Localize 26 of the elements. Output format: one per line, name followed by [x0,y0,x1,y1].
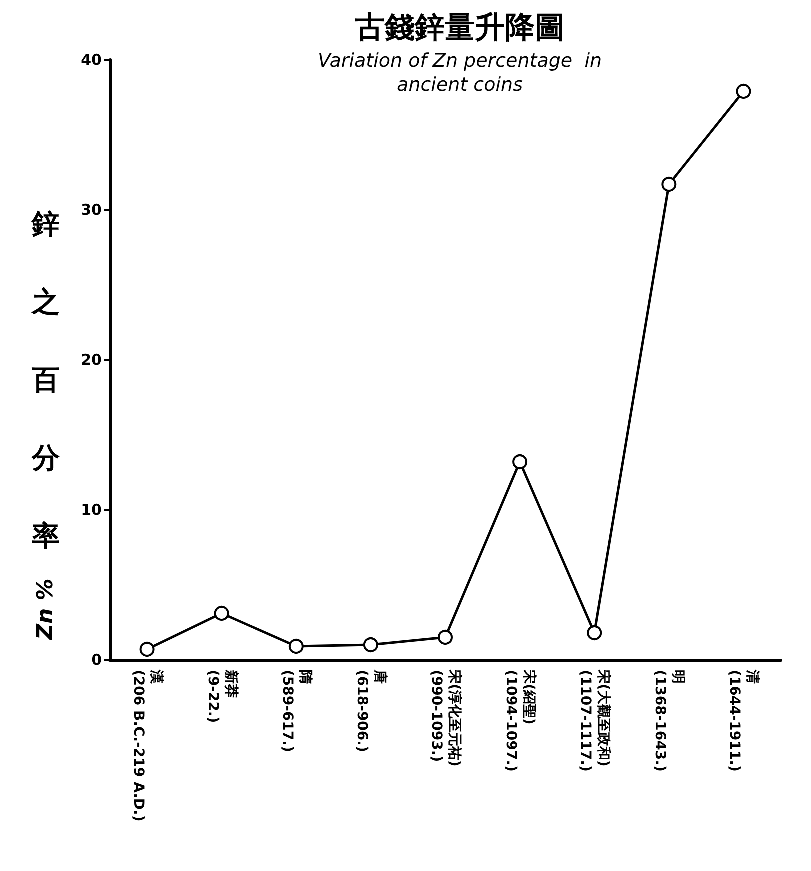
point [363,638,378,652]
point [662,177,677,192]
point [288,639,304,654]
x-tick-label: 宋(紹聖) (1094-1097.) [503,669,538,772]
x-tick-label: 漢 (206 B.C.-219 A.D.) [130,669,164,822]
y-tick-label: 30 [81,201,102,219]
point [587,626,602,640]
x-tick-label: 隋 (589-617.) [279,670,314,752]
x-tick-label: 清 (1644-1911.) [726,669,761,772]
y-tick-label: 20 [81,351,102,369]
point [438,630,453,645]
x-tick-label: 宋(大觀至政和) (1107-1117.) [578,669,613,772]
x-tick-label: 宋(淳化至元祐) (990-1093.) [428,669,464,767]
y-tick-label: 0 [92,651,102,669]
point [512,454,528,470]
point [140,642,155,657]
x-tick-label: 明 (1368-1643.) [652,670,686,772]
chart-title: 古錢鋅量升降圖 [354,10,565,46]
x-tick-label: 唐 (618-906.) [354,669,389,752]
point [736,84,752,99]
y-tick-label: 10 [81,501,102,519]
y-tick-label: 40 [81,51,102,69]
text: 鋅之百分率 Zn % [32,208,60,640]
x-tick-label: 新莽 (9-22.) [204,669,240,724]
chart-subtitle: Variation of Zn percentage in ancient coins [318,50,602,96]
point [214,606,230,621]
